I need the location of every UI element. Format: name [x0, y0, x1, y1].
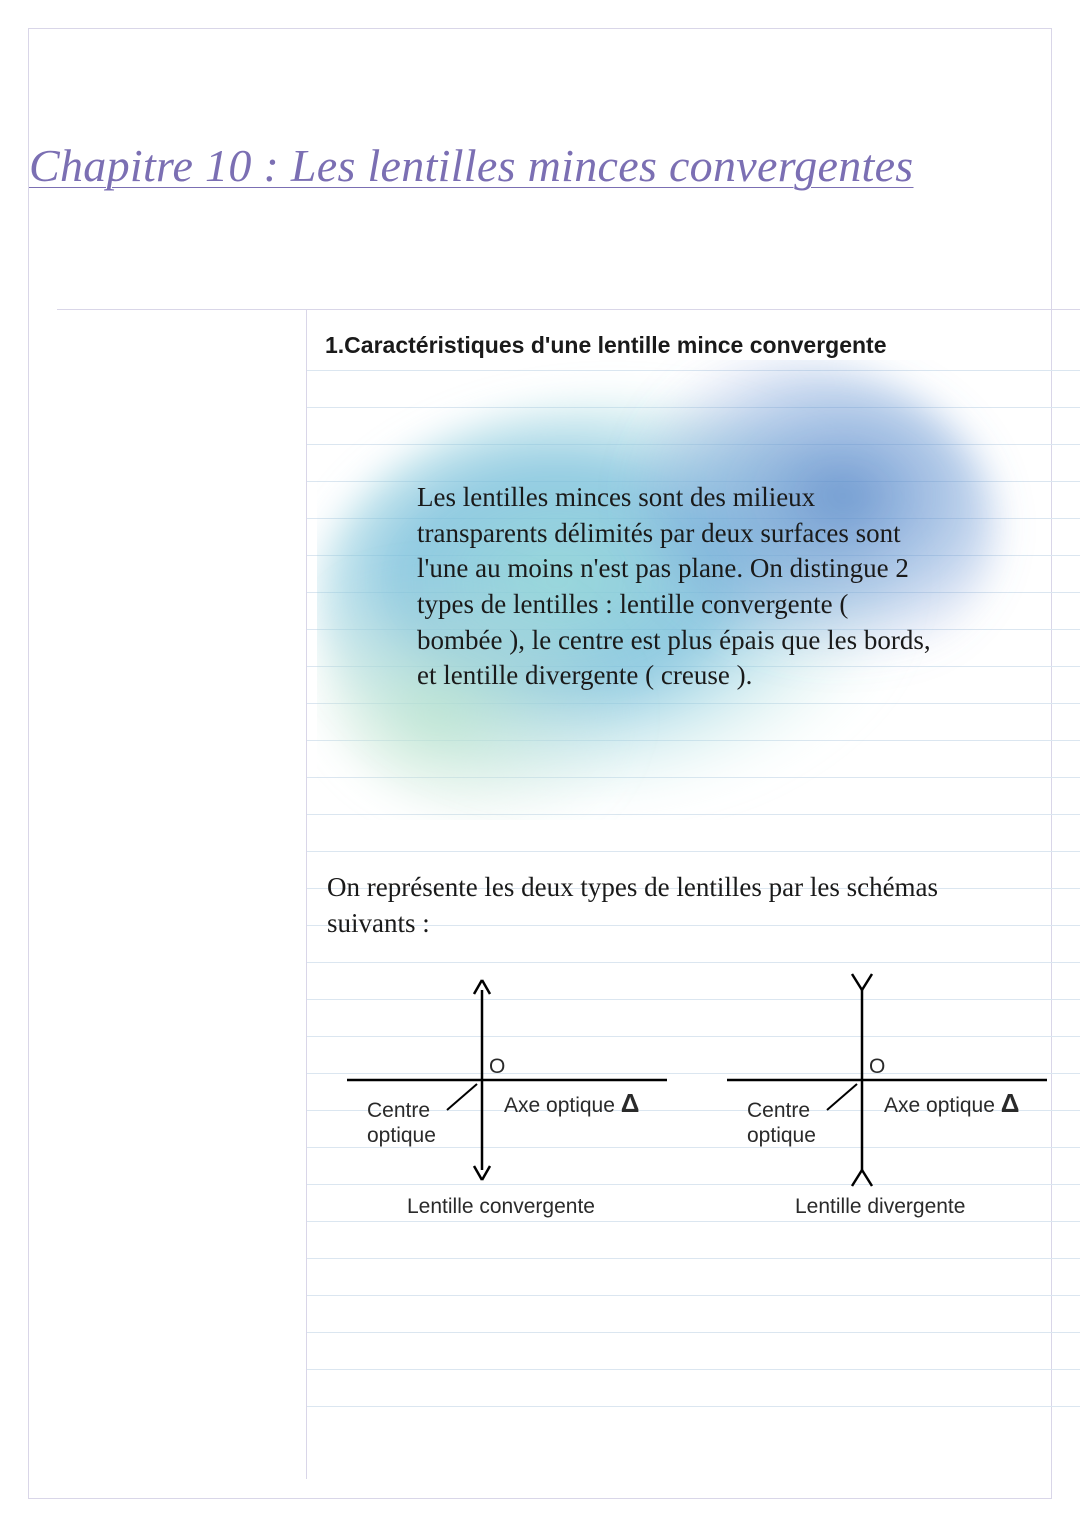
convergent-caption: Lentille convergente — [407, 1195, 595, 1219]
divergent-center-label: O — [869, 1055, 885, 1079]
convergent-lens-diagram — [327, 960, 687, 1200]
convergent-axe-label-text: Axe optique Δ — [504, 1094, 639, 1117]
left-margin-column — [57, 310, 307, 1479]
convergent-centre-line2: optique — [367, 1124, 436, 1147]
convergent-centre-line1: Centre — [367, 1099, 430, 1122]
lens-diagrams: O Axe optique Δ Centre optique Lentille … — [307, 960, 1080, 1280]
chapter-title: Chapitre 10 : Les lentilles minces conve… — [29, 139, 914, 192]
divergent-axe-label: Axe optique Δ — [884, 1088, 1019, 1119]
convergent-axe-label: Axe optique Δ — [504, 1088, 639, 1119]
divergent-centre-line2: optique — [747, 1124, 816, 1147]
divergent-lens-diagram — [707, 960, 1067, 1200]
page-frame: Chapitre 10 : Les lentilles minces conve… — [28, 28, 1052, 1499]
divergent-caption: Lentille divergente — [795, 1195, 965, 1219]
main-column: 1.Caractéristiques d'une lentille mince … — [307, 310, 1080, 1479]
section-1-body-2: On représente les deux types de lentille… — [327, 870, 1007, 941]
content-block: 1.Caractéristiques d'une lentille mince … — [57, 309, 1080, 1479]
section-1-body-1: Les lentilles minces sont des milieux tr… — [417, 480, 937, 694]
divergent-centre-line1: Centre — [747, 1099, 810, 1122]
convergent-centre-optique-label: Centre optique — [367, 1098, 436, 1148]
divergent-axe-label-text: Axe optique Δ — [884, 1094, 1019, 1117]
section-1-heading: 1.Caractéristiques d'une lentille mince … — [325, 332, 887, 359]
divergent-centre-optique-label: Centre optique — [747, 1098, 816, 1148]
convergent-center-label: O — [489, 1055, 505, 1079]
